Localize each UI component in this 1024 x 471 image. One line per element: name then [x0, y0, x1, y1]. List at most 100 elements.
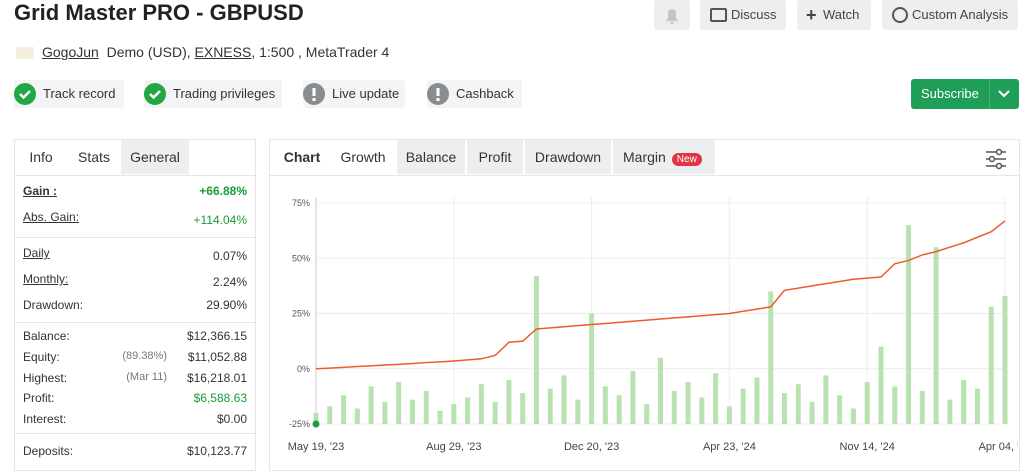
bar [933, 247, 939, 424]
warning-icon [427, 83, 449, 105]
bar [988, 306, 994, 424]
badge: Cashback [427, 80, 522, 108]
stat-label: Balance: [23, 329, 70, 343]
bar [906, 225, 912, 424]
discuss-label: Discuss [731, 7, 777, 22]
bar [313, 412, 319, 424]
badge: Track record [14, 80, 124, 108]
stat-note: (Mar 11) [126, 371, 167, 383]
broker-link[interactable]: EXNESS [194, 44, 252, 60]
bar [478, 384, 484, 424]
x-tick-label: Apr 04, '25 [979, 441, 1018, 453]
bar [947, 399, 953, 424]
bar [685, 382, 691, 424]
bar [341, 395, 347, 424]
stat-label: Highest: [23, 371, 68, 385]
bar [423, 390, 429, 424]
bar [823, 375, 829, 424]
bar [451, 404, 457, 424]
stat-label: Gain : [23, 184, 58, 198]
new-badge: New [671, 153, 702, 166]
stat-label: Profit: [23, 391, 55, 405]
check-icon [14, 83, 36, 105]
chart-tab[interactable]: Profit [467, 140, 523, 174]
stat-value: $16,218.01 [186, 371, 247, 385]
x-tick-label: Nov 14, '24 [840, 441, 895, 453]
bar [671, 390, 677, 424]
bell-icon [666, 9, 678, 24]
watch-label: Watch [823, 7, 860, 22]
subscribe-label: Subscribe [921, 86, 979, 101]
chart-tab[interactable]: Chart [274, 140, 330, 174]
provider-logo [16, 47, 34, 60]
bar [1002, 295, 1008, 424]
stat-label: Drawdown: [23, 298, 84, 312]
badge-label: Live update [332, 86, 400, 101]
x-tick-label: May 19, '23 [288, 441, 345, 453]
bar [533, 275, 539, 424]
check-icon [144, 83, 166, 105]
bar [382, 401, 388, 424]
bar [575, 399, 581, 424]
chart-tab-label: Margin [623, 149, 666, 165]
bar [465, 397, 471, 424]
bar [782, 393, 788, 424]
chart-tab[interactable]: Margin New [613, 140, 715, 174]
y-tick-label: 75% [292, 198, 310, 208]
stats-panel: Info Stats General Gain : +66.88% Abs. Ga… [14, 139, 256, 471]
stats-tab[interactable]: Info [15, 140, 67, 174]
stat-value: +114.04% [193, 213, 248, 227]
bar [506, 379, 512, 424]
stat-label: Equity: [23, 350, 60, 364]
bar [726, 406, 732, 424]
account-type: Demo (USD), [106, 44, 191, 60]
custom-analysis-button[interactable]: Custom Analysis [882, 0, 1018, 30]
bar [520, 393, 526, 424]
chart-tab[interactable]: Balance [397, 140, 465, 174]
provider-link[interactable]: GogoJun [42, 44, 99, 60]
stats-tab[interactable]: General [121, 140, 189, 174]
bar [809, 401, 815, 424]
stats-tab[interactable]: Stats [67, 140, 121, 174]
bar [354, 408, 360, 424]
bar [396, 382, 402, 424]
page: Grid Master PRO - GBPUSD Discuss + Watch … [14, 0, 1020, 471]
bar [547, 388, 553, 424]
y-tick-label: 25% [292, 309, 310, 319]
bar [561, 375, 567, 424]
chart-tab[interactable]: Growth [330, 140, 396, 174]
bar [616, 395, 622, 424]
y-tick-label: -25% [289, 419, 310, 429]
badge: Trading privileges [144, 80, 282, 108]
badge-label: Track record [43, 86, 116, 101]
badge-label: Cashback [456, 86, 514, 101]
bar [713, 373, 719, 424]
stat-value: 29.90% [206, 298, 247, 312]
stat-value: $11,052.88 [187, 350, 247, 364]
bar [437, 410, 443, 424]
custom-analysis-label: Custom Analysis [912, 7, 1009, 22]
stat-value: +66.88% [199, 184, 247, 198]
bar [368, 386, 374, 424]
bar [644, 404, 650, 424]
bar [409, 399, 415, 424]
settings-icon[interactable] [984, 148, 1008, 170]
bar [961, 379, 967, 424]
stat-value: $12,366.15 [186, 329, 247, 343]
chart-tab[interactable]: Drawdown [525, 140, 611, 174]
dropdown-icon[interactable] [997, 88, 1011, 100]
discuss-button[interactable]: Discuss [700, 0, 786, 30]
badge: Live update [303, 80, 405, 108]
bar [740, 388, 746, 424]
bell-button[interactable] [654, 0, 690, 30]
bar [754, 377, 760, 424]
title: Grid Master PRO - GBPUSD [14, 0, 304, 25]
bar [974, 388, 980, 424]
x-tick-label: Apr 23, '24 [703, 441, 756, 453]
x-tick-label: Aug 29, '23 [426, 441, 481, 453]
watch-button[interactable]: + Watch [797, 0, 871, 30]
stat-value: $6,588.63 [193, 391, 247, 405]
stat-label: Daily [23, 246, 50, 260]
account-line: GogoJun Demo (USD), EXNESS, 1:500 , Meta… [16, 44, 389, 60]
subscribe-button[interactable]: Subscribe [911, 79, 1019, 109]
